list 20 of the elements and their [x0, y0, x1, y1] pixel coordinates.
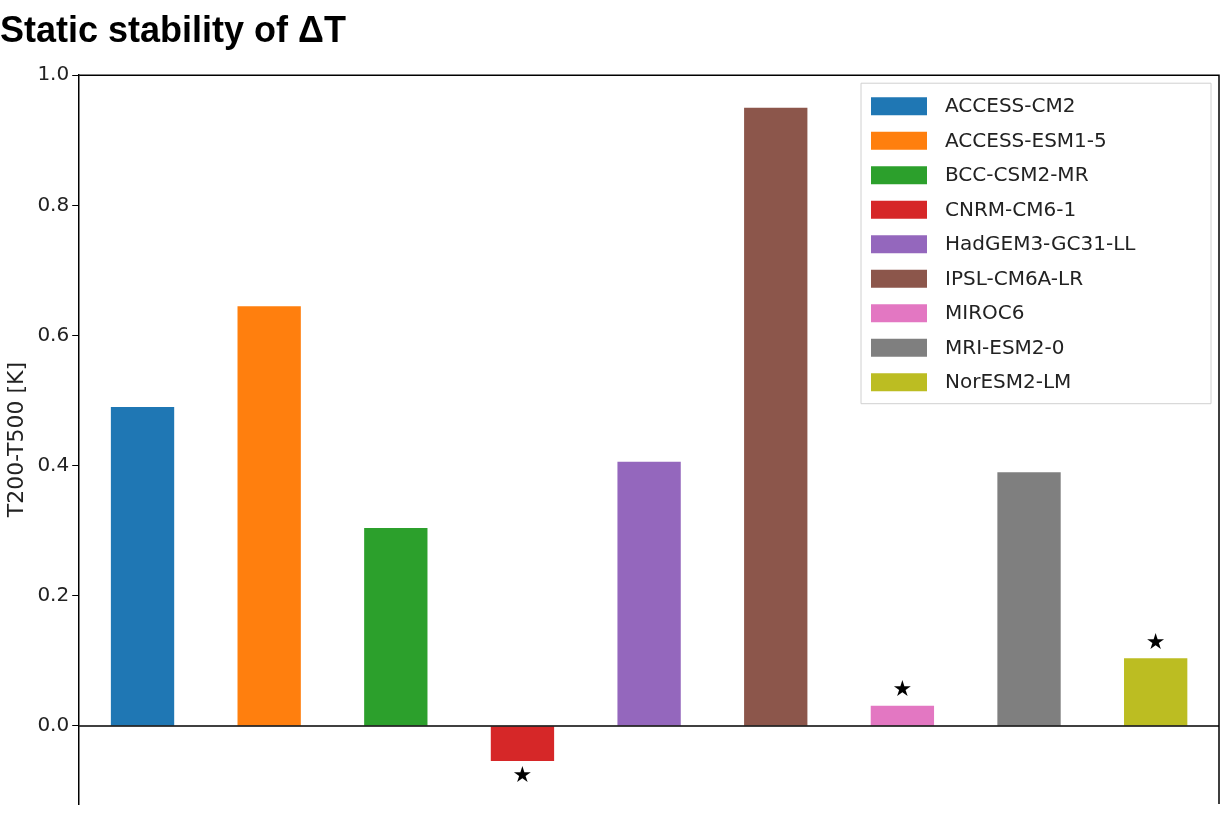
data-label: ★: [892, 676, 913, 702]
y-tick-label: 0.8: [37, 191, 70, 216]
chart-title: Static stability of ΔT: [0, 8, 346, 50]
legend-label: CNRM-CM6-1: [945, 196, 1077, 221]
legend-label: NorESM2-LM: [945, 369, 1072, 394]
y-tick-label: 0.2: [37, 581, 70, 606]
y-tick-label: 1.0: [37, 61, 70, 86]
data-label: ★: [512, 761, 533, 787]
data-label: ★: [1145, 628, 1166, 654]
legend-label: BCC-CSM2-MR: [945, 162, 1089, 187]
legend-label: ACCESS-ESM1-5: [945, 127, 1107, 152]
y-tick-label: 0.4: [37, 451, 70, 476]
legend-label: MIROC6: [945, 300, 1025, 325]
legend-label: HadGEM3-GC31-LL: [945, 231, 1137, 256]
legend-label: ACCESS-CM2: [945, 93, 1076, 118]
y-tick-label: 0.0: [37, 712, 70, 737]
y-tick-label: 0.6: [37, 321, 70, 346]
legend-label: MRI-ESM2-0: [945, 334, 1065, 359]
y-axis-title: T200-T500 [K]: [2, 361, 28, 519]
legend-label: IPSL-CM6A-LR: [945, 265, 1084, 290]
